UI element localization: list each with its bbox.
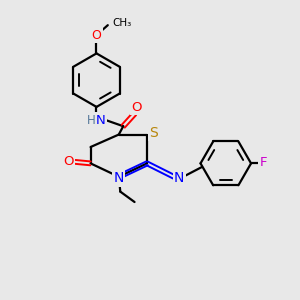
Text: H: H (87, 114, 96, 127)
Text: F: F (260, 156, 267, 169)
Text: O: O (92, 29, 101, 42)
Text: CH₃: CH₃ (113, 18, 132, 28)
Text: O: O (63, 155, 74, 168)
Text: S: S (149, 126, 158, 140)
Text: O: O (132, 101, 142, 114)
Text: N: N (114, 171, 124, 185)
Text: N: N (96, 114, 106, 127)
Text: N: N (174, 171, 184, 185)
